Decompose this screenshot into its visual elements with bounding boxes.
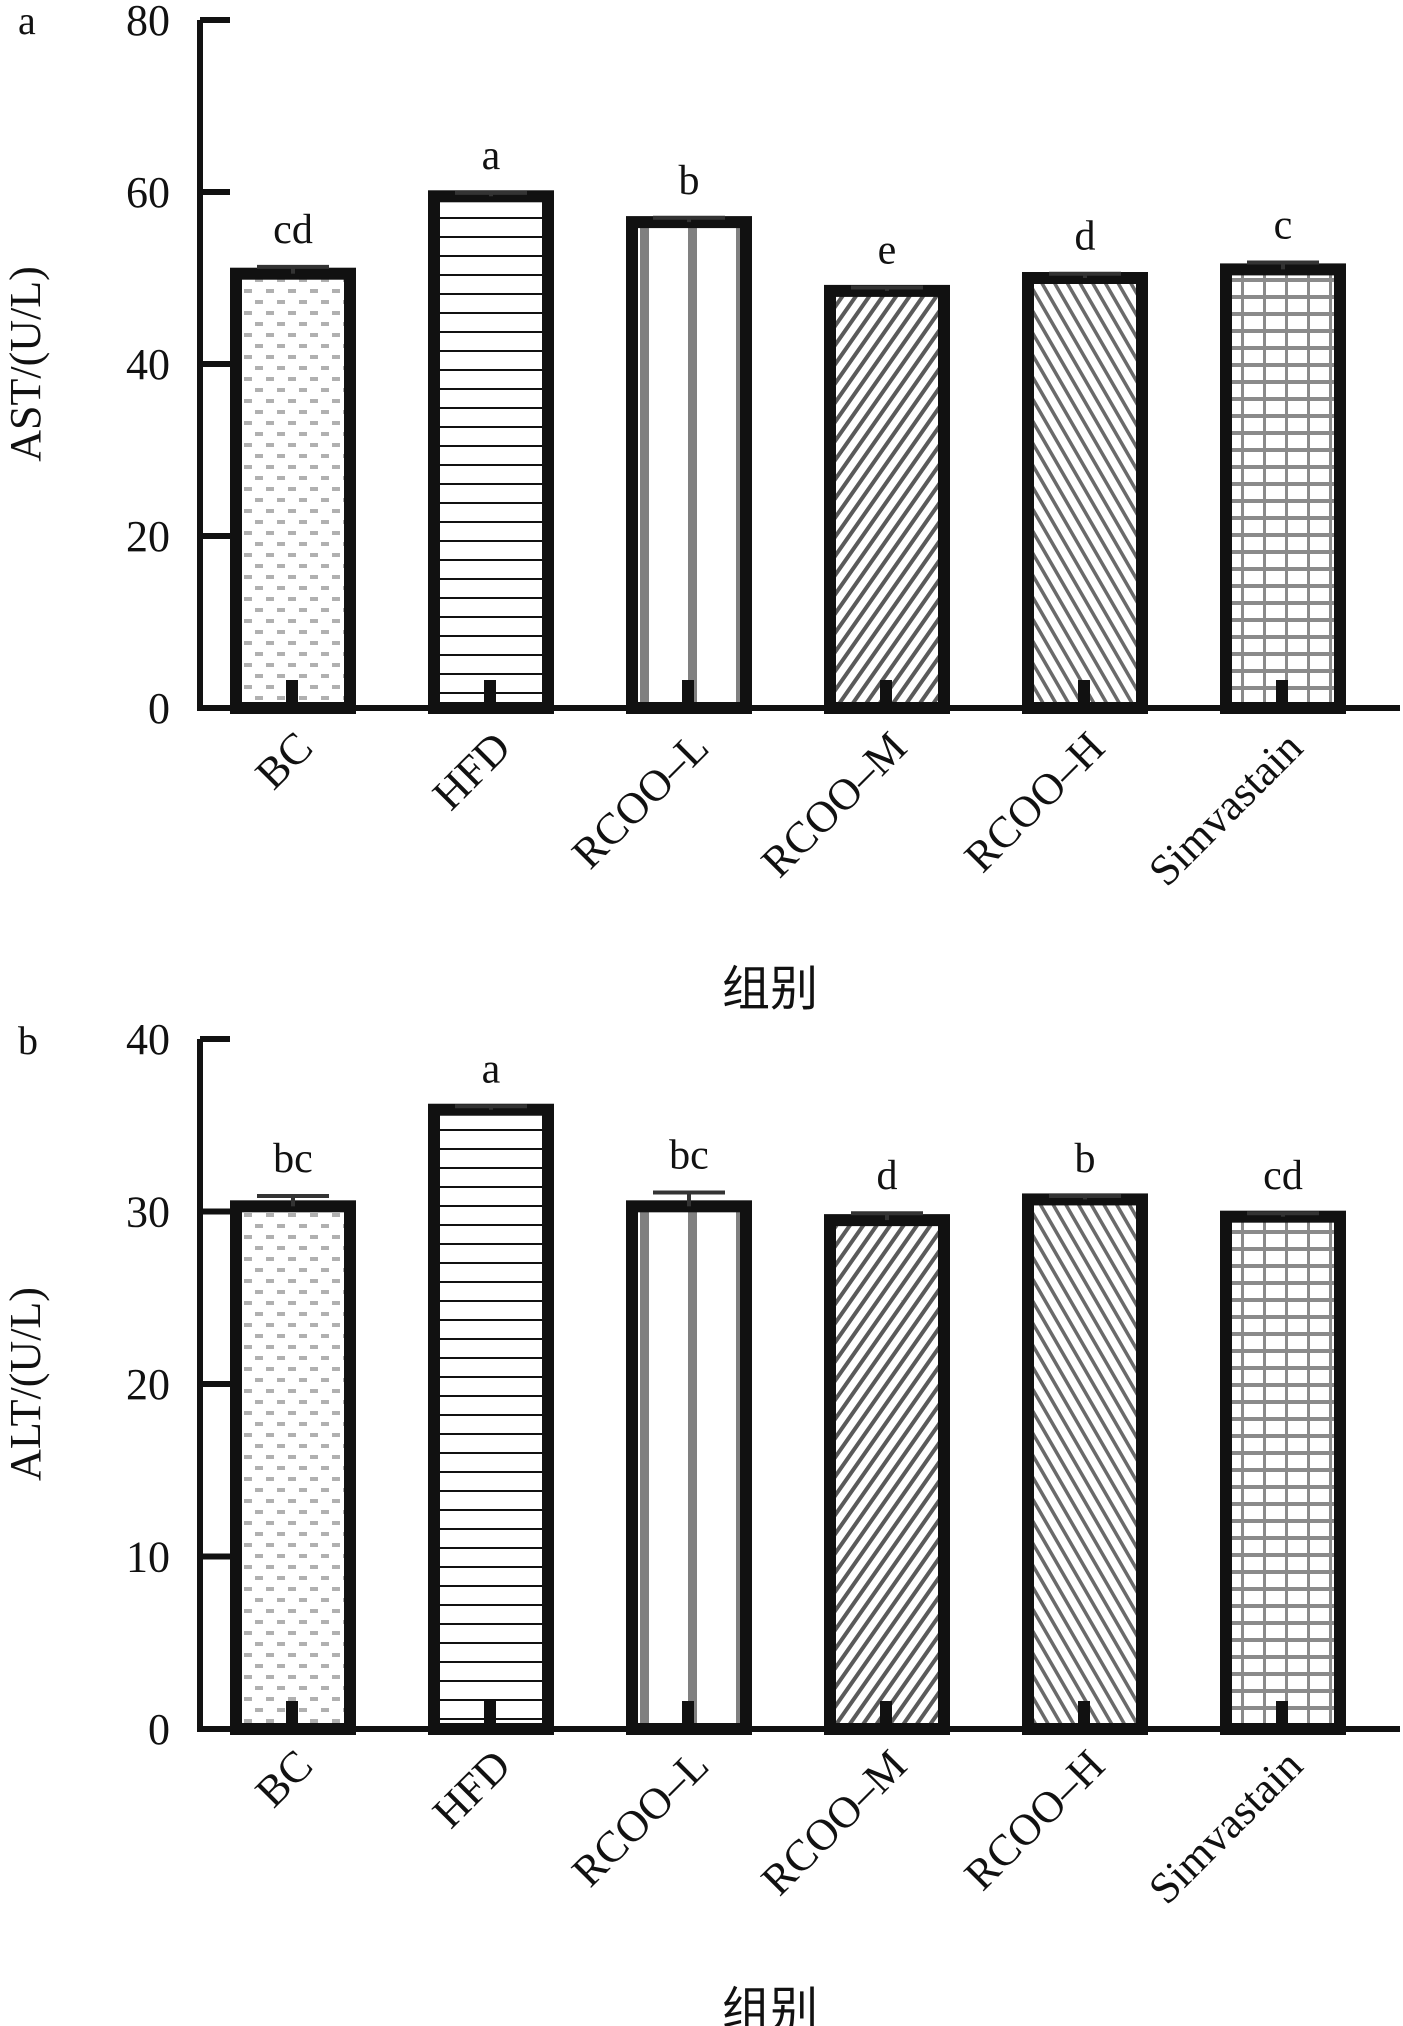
x-tick-mark [1276,1701,1288,1729]
bar [824,1214,950,1735]
chart-panel-ast: a020406080AST/(U/L)组别cdBCaHFDbRCOO–LeRCO… [1,0,1400,1017]
significance-label: b [1075,1136,1096,1182]
y-axis-label: AST/(U/L) [1,266,50,462]
significance-label: c [1274,203,1293,249]
significance-label: bc [273,1136,313,1182]
bar [626,216,752,714]
bar [1022,272,1148,714]
category-label: RCOO–L [562,1740,718,1896]
significance-label: b [679,158,700,204]
y-tick-label: 40 [126,1015,170,1064]
x-tick-mark [880,680,892,708]
y-tick-label: 30 [126,1188,170,1237]
y-tick-label: 60 [126,168,170,217]
category-label: RCOO–M [752,722,916,886]
y-tick-label: 20 [126,512,170,561]
panel-label: b [18,1018,38,1063]
bar [824,284,950,714]
significance-label: a [482,1046,501,1092]
x-tick-mark [484,680,496,708]
bar [1220,1210,1346,1736]
y-tick-label: 40 [126,340,170,389]
significance-label: e [878,227,897,273]
category-label: Simvastain [1139,722,1312,895]
x-tick-mark [484,1701,496,1729]
y-tick-label: 0 [148,1705,170,1754]
x-tick-mark [1078,1701,1090,1729]
category-label: HFD [423,1740,520,1837]
category-label: RCOO–H [955,722,1114,881]
y-tick-label: 10 [126,1533,170,1582]
category-label: BC [246,1740,322,1816]
x-axis-label: 组别 [722,1982,818,2026]
category-label: RCOO–M [752,1740,916,1904]
x-tick-mark [286,680,298,708]
x-tick-mark [880,1701,892,1729]
y-tick-label: 80 [126,0,170,45]
x-tick-mark [286,1701,298,1729]
significance-label: d [1075,214,1096,260]
significance-label: bc [669,1133,709,1179]
bar [626,1200,752,1735]
x-tick-mark [682,680,694,708]
significance-label: cd [1263,1153,1303,1199]
bar [1220,263,1346,714]
significance-label: cd [273,207,313,253]
significance-label: d [877,1153,898,1199]
x-tick-mark [682,1701,694,1729]
x-axis-label: 组别 [722,961,818,1017]
category-label: Simvastain [1139,1740,1312,1913]
bar [1022,1193,1148,1736]
category-label: RCOO–H [955,1740,1114,1899]
y-tick-label: 0 [148,684,170,733]
category-label: BC [246,722,322,798]
bar [230,1200,356,1735]
panel-label: a [18,0,36,43]
category-label: HFD [423,722,520,819]
bar [428,1103,554,1735]
bar [230,267,356,714]
y-tick-label: 20 [126,1360,170,1409]
y-axis-label: ALT/(U/L) [1,1287,50,1481]
chart-panel-alt: b 0 10 20 30 40 ALT/(U/L) 组别 bc BC a HFD bc RCOO–L d RC… [1,1015,1400,2026]
bar [428,190,554,715]
category-label: RCOO–L [562,722,718,878]
x-tick-mark [1276,680,1288,708]
significance-label: a [482,133,501,179]
x-tick-mark [1078,680,1090,708]
